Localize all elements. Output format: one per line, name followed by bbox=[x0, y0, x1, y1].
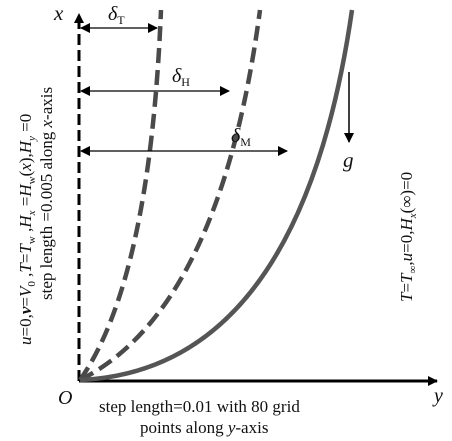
delta-t-label: δT bbox=[108, 3, 125, 27]
magnetic-boundary-curve bbox=[78, 9, 263, 383]
thermal-boundary-curve bbox=[78, 9, 164, 382]
gravity-label: g bbox=[343, 148, 354, 172]
wall-step-note: step length =0.005 along x-axis bbox=[37, 87, 56, 300]
origin-label: O bbox=[58, 387, 72, 409]
y-axis-label: y bbox=[432, 385, 443, 407]
wall-condition-text: u=0,v=V0 ,T=Tw ,Hx =Hw(x),Hy =0 bbox=[16, 114, 38, 345]
bottom-note-line1: step length=0.01 with 80 grid bbox=[99, 397, 300, 416]
x-axis-label: x bbox=[53, 1, 64, 25]
momentum-boundary-curve bbox=[79, 9, 355, 383]
bottom-note-line2: points along y-axis bbox=[140, 418, 268, 437]
free-stream-condition-text: T=T∞,u=0,Hx(∞)=0 bbox=[397, 172, 419, 302]
delta-m-label: δM bbox=[231, 125, 251, 149]
delta-h-label: δH bbox=[172, 65, 190, 89]
